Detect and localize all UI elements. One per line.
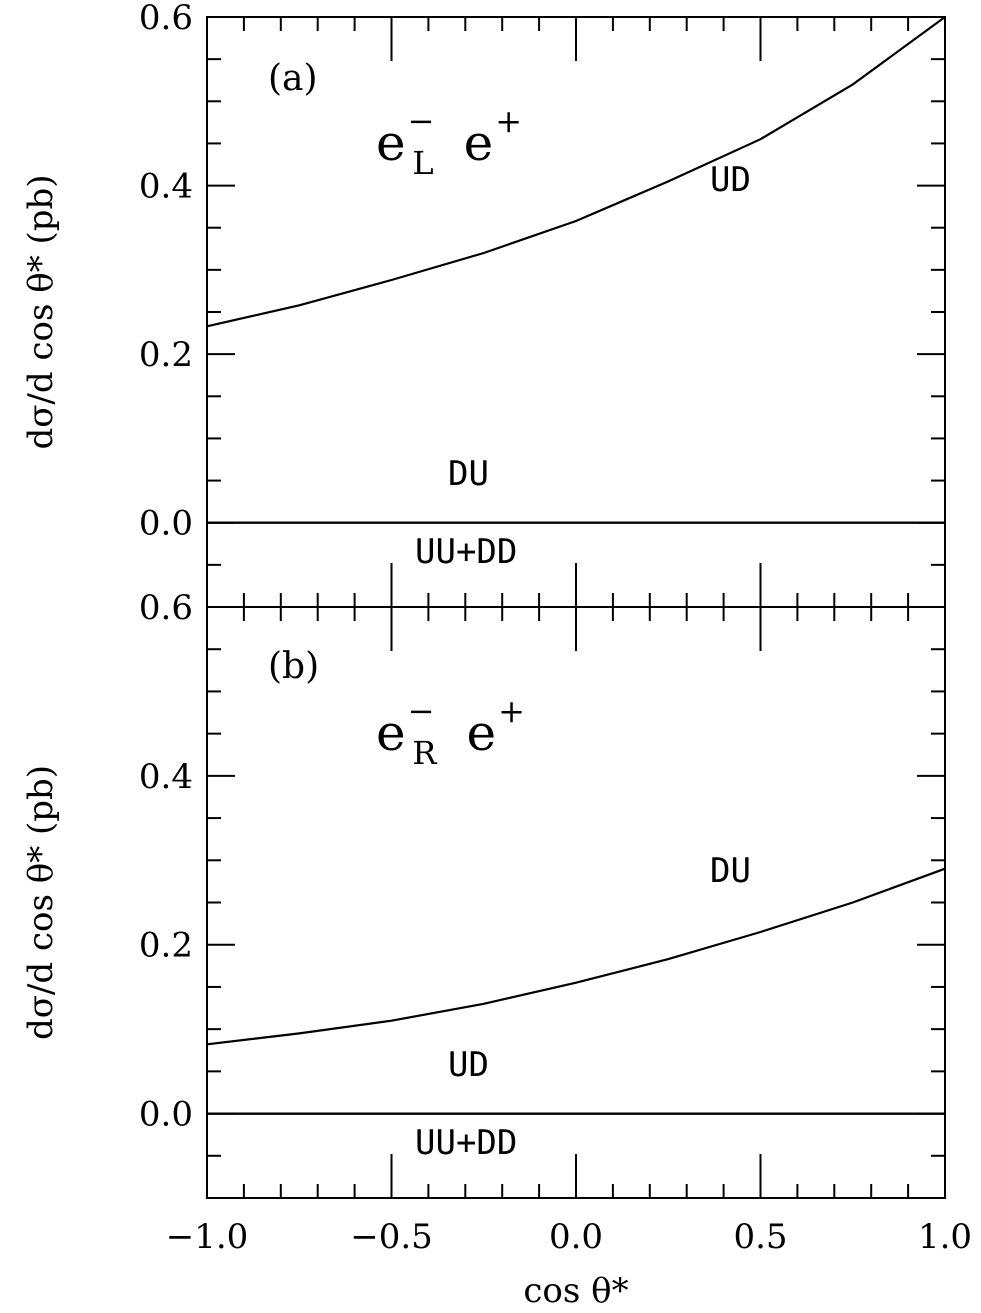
y-tick-label: 0.6 — [139, 0, 193, 38]
series-label: UD — [710, 160, 751, 200]
panel-b: 0.0 0.2 0.4 0.6 −1.0 −0.5 0.0 0.5 1.0 DU UD UU+DD (b… — [21, 588, 972, 1257]
series-label: DU — [448, 454, 489, 494]
y-tick-label: 0.2 — [139, 335, 193, 375]
plot-frame — [206, 606, 946, 1199]
x-tick-label: 0.5 — [733, 1217, 787, 1257]
panel-tag: (a) — [268, 58, 318, 99]
x-axis-title: cos θ* — [523, 1271, 628, 1311]
x-tick-label: 0.0 — [549, 1217, 603, 1257]
y-tick-label: 0.0 — [139, 1095, 193, 1135]
x-tick-label: −1.0 — [166, 1217, 249, 1257]
x-axis-title-group: cos θ* — [523, 1271, 628, 1311]
y-axis-title: dσ/d cos θ* (pb) — [21, 765, 61, 1040]
y-axis-title: dσ/d cos θ* (pb) — [21, 174, 61, 449]
plot-frame — [206, 16, 946, 608]
x-tick-label: −0.5 — [350, 1217, 433, 1257]
series-label: DU — [710, 851, 751, 891]
series-line-ud — [206, 16, 946, 328]
y-tick-label: 0.4 — [139, 757, 193, 797]
y-tick-label: 0.4 — [139, 167, 193, 207]
y-tick-label: 0.6 — [139, 588, 193, 628]
series-label: UU+DD — [415, 1123, 517, 1163]
series-label: UD — [448, 1045, 489, 1085]
series-line-du — [206, 867, 946, 1046]
series-label: UU+DD — [415, 532, 517, 572]
y-tick-label: 0.0 — [139, 504, 193, 544]
y-tick-label: 0.2 — [139, 926, 193, 966]
panel-tag: (b) — [268, 646, 319, 687]
x-tick-label: 1.0 — [918, 1217, 972, 1257]
